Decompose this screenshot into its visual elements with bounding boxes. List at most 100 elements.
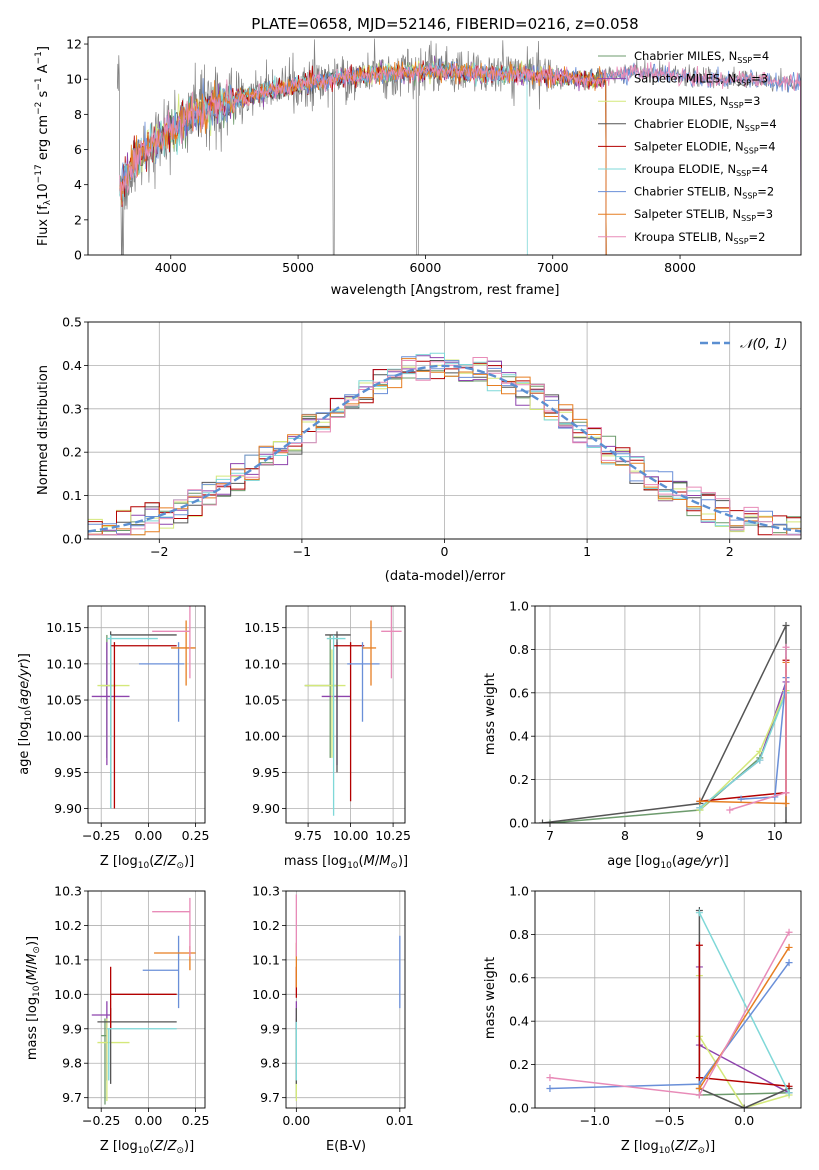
spectrum-legend: Chabrier MILES, NSSP=4 Salpeter MILES, NS… [598,49,777,246]
y-tick-label: 1.0 [509,599,529,614]
plus-marker [782,819,790,823]
plus-marker [695,941,703,949]
legend-label: 𝒩(0, 1) [740,337,787,352]
x-tick-label: 9 [696,828,704,843]
plus-marker [740,1104,748,1108]
x-tick-label: 0 [441,544,449,559]
plus-marker [695,1074,703,1082]
plus-marker [696,804,704,812]
age-z-ylabel: age [log10(age/yr)] [17,653,34,775]
y-tick-label: 12 [66,37,82,52]
y-tick-label: 0.6 [509,970,529,985]
y-tick-label: 9.9 [62,1021,82,1036]
residuals-ylabel: Normed distribution [36,365,51,495]
x-tick-label: 8000 [664,260,696,275]
y-tick-label: 10.2 [252,918,280,933]
age_vs_mass-plot-area [304,606,402,816]
x-tick-label: 5000 [282,260,314,275]
plus-marker [782,622,790,630]
legend-label: Salpeter MILES, NSSP=3 [634,72,768,88]
y-tick-label: 10.1 [252,952,280,967]
mw-age-xlabel: age [log10(age/yr)] [607,854,729,871]
legend-label: Salpeter STELIB, NSSP=3 [634,207,773,223]
mass-weight-line [699,690,787,811]
legend-label: Kroupa ELODIE, NSSP=4 [634,162,768,178]
x-tick-label: 0.0 [734,1113,754,1128]
spectrum-xlabel: wavelength [Angstrom, rest frame] [331,283,560,298]
plus-marker [546,1074,554,1082]
mass-weight-line [698,912,790,1094]
mass_weight_vs_Z-axes: −1.0 −0.5 0.0 0.0 0.2 0.4 0.6 0.8 1.0 [509,884,802,1128]
x-tick-label: −0.25 [82,1113,120,1128]
y-tick-label: 10.2 [54,918,82,933]
mass_vs_Z-axes: −0.25 0.00 0.25 9.7 9.8 9.9 10.0 10.1 10.2 10.3 [54,884,209,1129]
mass_vs_Z-plot-area [91,897,196,1105]
x-tick-label: −0.5 [654,1113,684,1128]
y-tick-label: 10.15 [46,620,82,635]
y-tick-label: 9.9 [260,1021,280,1036]
y-tick-label: 10.00 [244,729,280,744]
x-tick-label: 10.25 [375,828,411,843]
residual-histogram [88,357,801,539]
spectrum-ylabel: Flux [fλ10−17 erg cm−2 s−1 A−1] [34,46,53,246]
residuals-xlabel: (data-model)/error [385,569,506,584]
y-tick-label: 0.2 [509,772,529,787]
y-tick-label: 10 [66,72,82,87]
plus-marker [696,797,704,805]
y-tick-label: 0.4 [62,358,82,373]
age_vs_mass-axes: 9.75 10.00 10.25 9.90 9.95 10.00 10.05 10.10 10.… [244,605,411,843]
y-tick-label: 0.3 [62,401,82,416]
x-tick-label: 0.00 [282,1113,310,1128]
axes-frame [534,605,802,824]
x-tick-label: 8 [621,828,629,843]
mass-weight-line [698,946,790,1089]
y-tick-label: 0.8 [509,642,529,657]
plus-marker [782,799,790,807]
y-tick-label: 4 [74,177,82,192]
y-tick-label: 10.0 [54,987,82,1002]
x-tick-label: 4000 [155,260,187,275]
plus-marker [782,789,790,797]
mass_vs_ebv-plot-area [295,894,401,1102]
y-tick-label: 9.7 [62,1090,82,1105]
y-tick-label: 0.5 [62,315,82,330]
y-tick-label: 9.7 [260,1090,280,1105]
mass-weight-line [729,647,787,811]
x-tick-label: 0.25 [182,1113,210,1128]
y-tick-label: 0 [74,248,82,263]
mass-weight-line [699,660,787,803]
x-tick-label: 0.25 [182,828,210,843]
legend-label: Kroupa STELIB, NSSP=2 [634,230,765,246]
mw-age-ylabel: mass weight [483,673,498,755]
mass-weight-line [741,677,787,800]
y-tick-label: 10.15 [244,620,280,635]
model-spectrum-line [119,61,801,255]
axes-frame [87,321,802,540]
y-tick-label: 0.0 [509,816,529,831]
plus-marker [785,1082,793,1090]
y-tick-label: 10.3 [54,884,82,899]
plus-marker [737,795,745,803]
mass_weight_vs_Z-plot-area [546,907,793,1108]
mass-weight-line [699,692,787,809]
y-tick-label: 9.8 [260,1056,280,1071]
axes-frame [87,890,206,1109]
age-mass-xlabel: mass [log10(M/M⊙)] [284,854,408,871]
y-tick-label: 10.3 [252,884,280,899]
plus-marker [756,747,764,755]
y-tick-label: 9.90 [252,801,280,816]
normal-curve [88,364,801,533]
mass-z-xlabel: Z [log10(Z/Z⊙)] [100,1139,194,1156]
y-tick-label: 1.0 [509,884,529,899]
x-tick-label: 7 [546,828,554,843]
plus-marker [756,756,764,764]
plus-marker [782,643,790,651]
plus-marker [546,1084,554,1092]
y-tick-label: 9.95 [54,765,82,780]
y-tick-label: 2 [74,212,82,227]
plus-marker [726,806,734,814]
residuals-axes: −2 −1 0 1 2 0.0 0.1 0.2 0.3 0.4 0.5 [62,315,802,559]
plus-marker [695,1091,703,1099]
y-tick-label: 0.6 [509,685,529,700]
plus-marker [785,943,793,951]
